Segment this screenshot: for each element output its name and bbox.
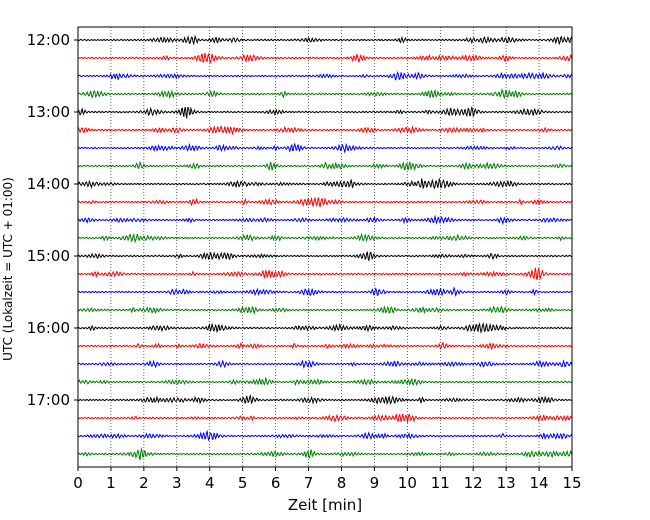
x-tick-label: 3	[172, 474, 182, 492]
trace-1645	[77, 376, 573, 387]
trace-layer	[77, 34, 573, 461]
x-tick-label: 7	[304, 474, 314, 492]
trace-1215	[77, 52, 573, 64]
grid-lines	[110, 27, 540, 467]
trace-1415	[77, 196, 573, 208]
x-tick-label: 0	[73, 474, 83, 492]
trace-1745	[77, 447, 573, 461]
y-axis-label: UTC (Lokalzeit = UTC + 01:00)	[1, 177, 15, 361]
trace-1445	[77, 232, 573, 244]
trace-1430	[77, 214, 573, 226]
y-tick-label: 15:00	[27, 247, 70, 265]
x-ticks: 0 1 2 3 4 5 6 7 8 9 10 11 12 13 14 15	[73, 467, 582, 492]
x-axis-label: Zeit [min]	[288, 496, 362, 514]
x-tick-label: 6	[271, 474, 281, 492]
y-tick-label: 16:00	[27, 319, 70, 337]
trace-1330	[77, 142, 573, 154]
trace-1515	[77, 267, 573, 280]
x-tick-label: 13	[497, 474, 516, 492]
y-tick-label: 17:00	[27, 391, 70, 409]
x-tick-label: 4	[205, 474, 215, 492]
x-tick-label: 1	[106, 474, 116, 492]
trace-1730	[77, 429, 573, 442]
trace-1700	[77, 393, 573, 405]
trace-1530	[77, 286, 573, 297]
plot-frame	[77, 26, 573, 468]
x-tick-label: 9	[370, 474, 380, 492]
x-tick-label: 14	[530, 474, 549, 492]
x-tick-label: 11	[431, 474, 450, 492]
trace-1315	[77, 125, 573, 136]
trace-1715	[77, 413, 573, 423]
y-ticks: 12:00 13:00 14:00 15:00 16:00 17:00	[27, 31, 78, 409]
x-tick-label: 5	[238, 474, 248, 492]
x-tick-label: 15	[562, 474, 581, 492]
trace-1615	[77, 340, 573, 350]
trace-1400	[77, 177, 573, 190]
x-tick-label: 10	[398, 474, 417, 492]
trace-1545	[77, 305, 573, 315]
trace-1345	[77, 160, 573, 172]
y-tick-label: 12:00	[27, 31, 70, 49]
y-tick-label: 13:00	[27, 103, 70, 121]
trace-1300	[77, 106, 572, 119]
trace-1200	[77, 34, 573, 46]
y-tick-label: 14:00	[27, 175, 70, 193]
x-tick-label: 8	[337, 474, 347, 492]
trace-1630	[77, 359, 573, 369]
x-tick-label: 2	[139, 474, 149, 492]
trace-1600	[77, 322, 573, 334]
trace-1230	[77, 70, 573, 81]
x-tick-label: 12	[464, 474, 483, 492]
trace-1500	[77, 251, 573, 261]
trace-1245	[77, 88, 573, 100]
